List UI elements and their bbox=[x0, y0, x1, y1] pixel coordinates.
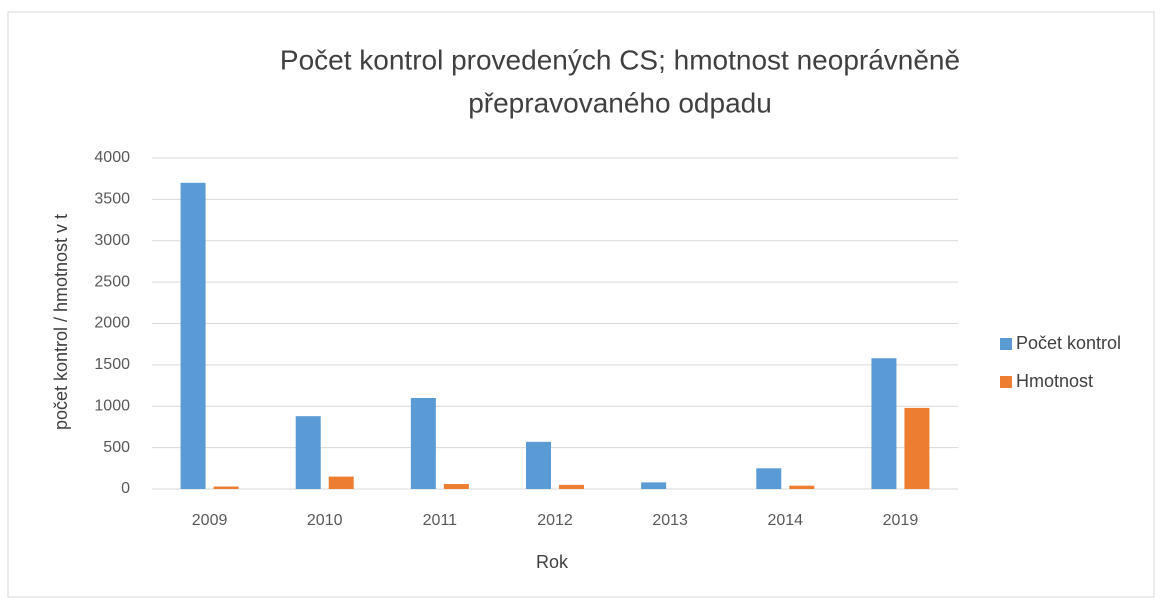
bar bbox=[904, 407, 930, 489]
x-tick-label: 2010 bbox=[307, 512, 343, 529]
y-tick-label: 1000 bbox=[94, 397, 130, 414]
bar bbox=[789, 485, 815, 489]
bar bbox=[328, 476, 354, 489]
y-tick-label: 2500 bbox=[94, 273, 130, 290]
y-tick-label: 1500 bbox=[94, 356, 130, 373]
y-tick-label: 3000 bbox=[94, 232, 130, 249]
legend-label: Počet kontrol bbox=[1016, 333, 1121, 353]
chart-title: Počet kontrol provedených CS; hmotnost n… bbox=[280, 44, 960, 75]
bar bbox=[756, 468, 782, 489]
bar bbox=[180, 182, 206, 489]
chart-title: přepravovaného odpadu bbox=[468, 87, 772, 118]
legend-swatch bbox=[1000, 376, 1012, 388]
bar bbox=[213, 486, 239, 489]
legend-label: Hmotnost bbox=[1016, 371, 1093, 391]
x-tick-label: 2012 bbox=[537, 512, 573, 529]
bar bbox=[641, 482, 667, 489]
y-tick-label: 2000 bbox=[94, 315, 130, 332]
legend-swatch bbox=[1000, 338, 1012, 350]
x-tick-label: 2013 bbox=[652, 512, 688, 529]
bar bbox=[443, 484, 469, 489]
bar bbox=[559, 484, 584, 489]
y-tick-label: 4000 bbox=[94, 149, 130, 166]
bar bbox=[410, 397, 436, 489]
x-tick-label: 2009 bbox=[192, 512, 228, 529]
bar bbox=[871, 358, 897, 489]
x-tick-label: 2011 bbox=[423, 512, 458, 529]
y-axis-label: počet kontrol / hmotnost v t bbox=[51, 214, 71, 430]
bar bbox=[295, 416, 321, 489]
y-tick-label: 3500 bbox=[94, 191, 130, 208]
y-tick-label: 0 bbox=[121, 480, 130, 497]
bar bbox=[526, 441, 551, 489]
x-axis-label: Rok bbox=[536, 552, 569, 572]
x-tick-label: 2019 bbox=[883, 512, 919, 529]
x-tick-label: 2014 bbox=[767, 512, 803, 529]
y-tick-label: 500 bbox=[103, 439, 130, 456]
